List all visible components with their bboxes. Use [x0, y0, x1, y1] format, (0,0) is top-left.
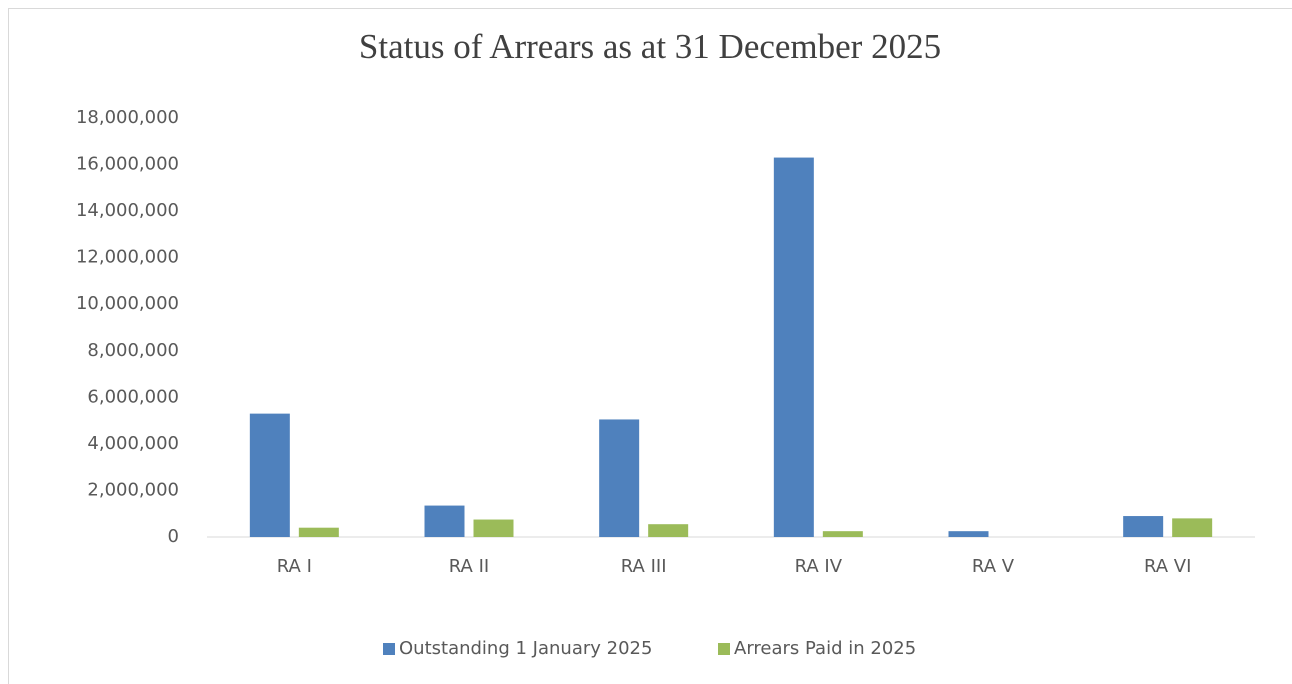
bar — [1172, 518, 1213, 537]
x-tick-label: RA II — [449, 556, 489, 577]
bar — [948, 531, 989, 537]
bar — [249, 413, 290, 537]
chart-title: Status of Arrears as at 31 December 2025 — [359, 27, 941, 66]
x-tick-label: RA III — [621, 556, 667, 577]
x-tick-label: RA VI — [1144, 556, 1191, 577]
bar — [773, 157, 814, 538]
legend-swatch — [383, 643, 395, 655]
chart-border — [8, 8, 1292, 684]
x-tick-label: RA I — [277, 556, 312, 577]
legend-label: Outstanding 1 January 2025 — [399, 638, 652, 659]
bar — [599, 419, 640, 537]
y-tick-label: 18,000,000 — [76, 107, 179, 128]
x-tick-label: RA V — [972, 556, 1015, 577]
y-tick-label: 12,000,000 — [76, 247, 179, 268]
y-tick-label: 6,000,000 — [87, 386, 179, 407]
legend-label: Arrears Paid in 2025 — [734, 638, 916, 659]
bar — [298, 527, 339, 537]
y-tick-label: 14,000,000 — [76, 200, 179, 221]
y-tick-label: 16,000,000 — [76, 154, 179, 175]
y-tick-label: 10,000,000 — [76, 293, 179, 314]
bar — [473, 519, 514, 537]
bar — [822, 531, 863, 537]
y-tick-label: 8,000,000 — [87, 340, 179, 361]
y-tick-label: 0 — [168, 526, 179, 547]
x-tick-label: RA IV — [795, 556, 843, 577]
y-tick-label: 2,000,000 — [87, 479, 179, 500]
bar — [424, 505, 465, 537]
y-tick-label: 4,000,000 — [87, 433, 179, 454]
legend-swatch — [718, 643, 730, 655]
bar — [1123, 516, 1164, 537]
bar — [648, 524, 689, 537]
